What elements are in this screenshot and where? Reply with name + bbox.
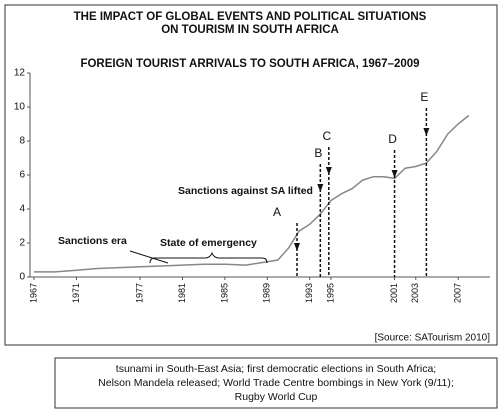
x-tick-label: 1971 [71, 283, 81, 303]
x-tick-label: 2003 [410, 283, 420, 303]
annotation: Sanctions era [58, 235, 127, 247]
event-label: A [273, 205, 281, 219]
source: [Source: SATourism 2010] [375, 333, 491, 344]
x-tick-label: 1989 [262, 283, 272, 303]
event-label: D [388, 132, 397, 146]
brace [149, 251, 268, 264]
x-tick-label: 1985 [219, 283, 229, 303]
y-tick-label: 8 [19, 136, 25, 147]
y-tick-label: 6 [19, 170, 25, 181]
key-text: Rugby World Cup [235, 391, 318, 403]
y-tick-label: 2 [19, 238, 25, 249]
y-tick-label: 4 [19, 204, 25, 215]
event-arrow [293, 243, 300, 251]
event-arrow [423, 128, 430, 136]
x-tick-label: 2007 [453, 283, 463, 303]
event-label: B [314, 146, 322, 160]
y-tick-label: 0 [19, 272, 25, 283]
event-label: E [420, 90, 428, 104]
x-tick-label: 1977 [134, 283, 144, 303]
annotation: State of emergency [160, 237, 257, 249]
chart-title: ON TOURISM IN SOUTH AFRICA [161, 24, 339, 36]
data-line [34, 114, 470, 273]
key-text: tsunami in South-East Asia; first democr… [116, 363, 436, 375]
chart-subtitle: FOREIGN TOURIST ARRIVALS TO SOUTH AFRICA… [80, 58, 419, 70]
x-tick-label: 1993 [304, 283, 314, 303]
y-tick-label: 10 [14, 102, 26, 113]
event-arrow [391, 170, 398, 178]
annotation: Sanctions against SA lifted [178, 185, 313, 197]
pointer [129, 250, 169, 264]
event-arrow [317, 184, 324, 192]
key-box [54, 357, 498, 409]
event-label: C [322, 129, 331, 143]
key-text: Nelson Mandela released; World Trade Cen… [98, 377, 454, 389]
x-tick-label: 1995 [325, 283, 335, 303]
x-tick-label: 1981 [177, 283, 187, 303]
y-tick-label: 12 [14, 68, 26, 79]
chart-title: THE IMPACT OF GLOBAL EVENTS AND POLITICA… [74, 11, 427, 23]
x-tick-label: 1967 [28, 283, 38, 303]
x-tick-label: 2001 [389, 283, 399, 303]
frame [4, 4, 498, 346]
event-arrow [325, 167, 332, 175]
